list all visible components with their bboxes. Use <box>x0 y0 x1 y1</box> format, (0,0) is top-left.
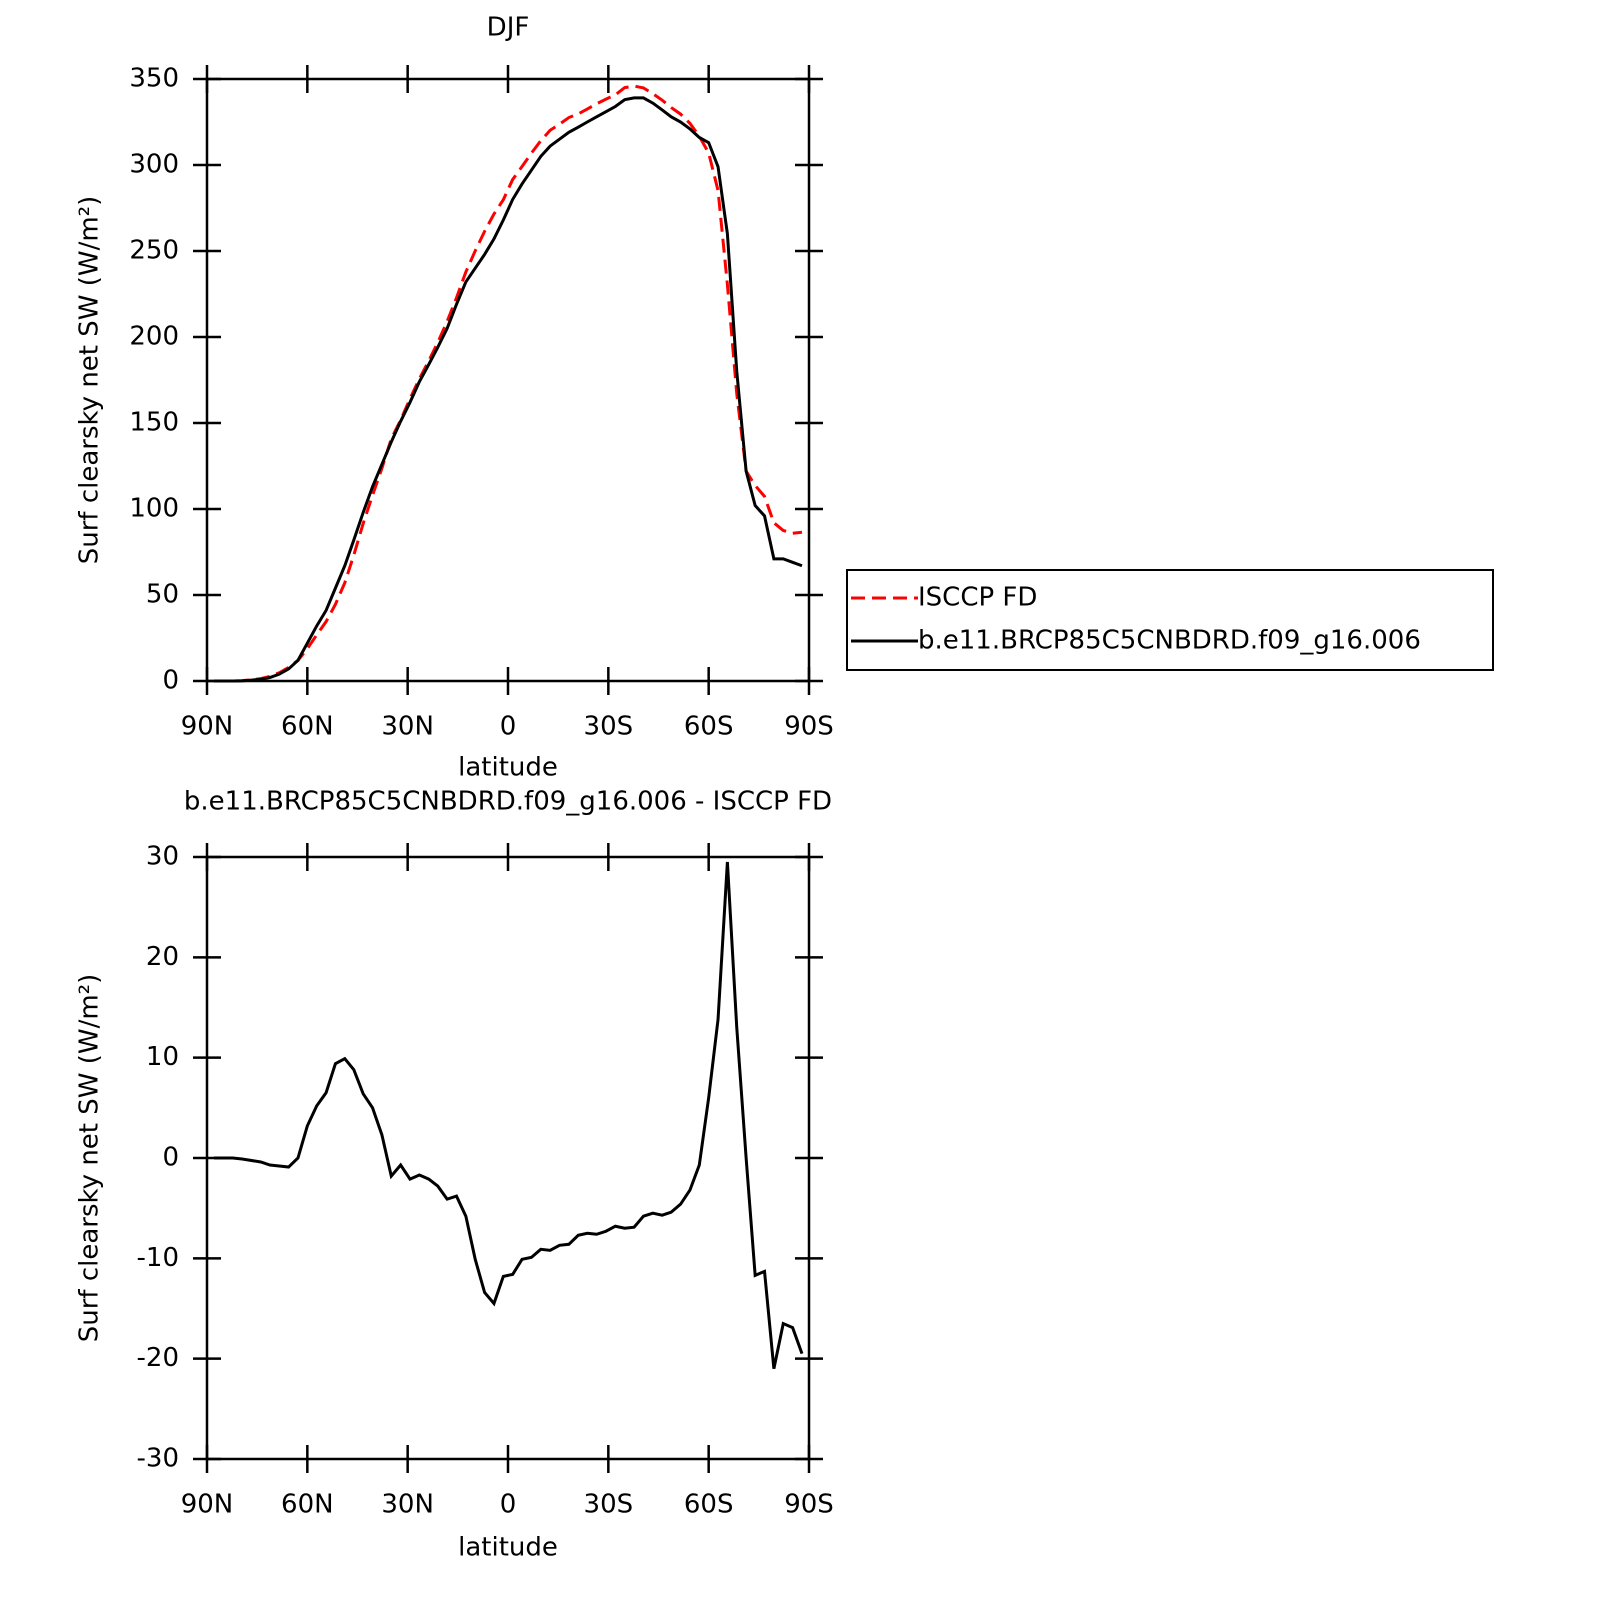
y-tick-label: 0 <box>162 1143 179 1173</box>
y-tick-label: 20 <box>146 942 179 972</box>
x-tick-label: 30S <box>584 712 634 742</box>
legend-box <box>846 569 1494 671</box>
x-tick-label: 60N <box>281 712 334 742</box>
y-tick-label: 150 <box>129 408 179 438</box>
x-tick-label: 90N <box>181 1490 234 1520</box>
y-tick-label: 250 <box>129 236 179 266</box>
x-tick-label: 60S <box>684 1490 734 1520</box>
y-tick-label: 10 <box>146 1042 179 1072</box>
x-tick-label: 90S <box>784 712 834 742</box>
x-tick-label: 30N <box>381 712 434 742</box>
x-tick-label: 90N <box>181 712 234 742</box>
x-tick-label: 30S <box>584 1490 634 1520</box>
data-line <box>214 96 803 683</box>
y-tick-label: 50 <box>146 580 179 610</box>
x-tick-label: 60S <box>684 712 734 742</box>
y-axis-label: Surf clearsky net SW (W/m²) <box>75 196 105 564</box>
y-tick-label: 0 <box>162 666 179 696</box>
y-tick-label: 350 <box>129 64 179 94</box>
y-axis-label: Surf clearsky net SW (W/m²) <box>75 974 105 1342</box>
x-tick-label: 0 <box>500 1490 517 1520</box>
chart-title: b.e11.BRCP85C5CNBDRD.f09_g16.006 - ISCCP… <box>184 787 832 817</box>
chart-title: DJF <box>487 13 530 43</box>
data-line <box>214 84 803 683</box>
y-tick-label: 200 <box>129 322 179 352</box>
y-tick-label: -20 <box>137 1343 179 1373</box>
x-axis-label: latitude <box>458 753 558 783</box>
y-tick-label: 300 <box>129 150 179 180</box>
y-tick-label: 30 <box>146 842 179 872</box>
y-tick-label: -10 <box>137 1243 179 1273</box>
x-tick-label: 0 <box>500 712 517 742</box>
x-tick-label: 90S <box>784 1490 834 1520</box>
y-tick-label: 100 <box>129 494 179 524</box>
x-axis-label: latitude <box>458 1533 558 1563</box>
data-line <box>214 861 804 1370</box>
y-tick-label: -30 <box>137 1444 179 1474</box>
x-tick-label: 60N <box>281 1490 334 1520</box>
x-tick-label: 30N <box>381 1490 434 1520</box>
legend-label: b.e11.BRCP85C5CNBDRD.f09_g16.006 <box>918 626 1421 656</box>
legend-label: ISCCP FD <box>918 583 1037 613</box>
